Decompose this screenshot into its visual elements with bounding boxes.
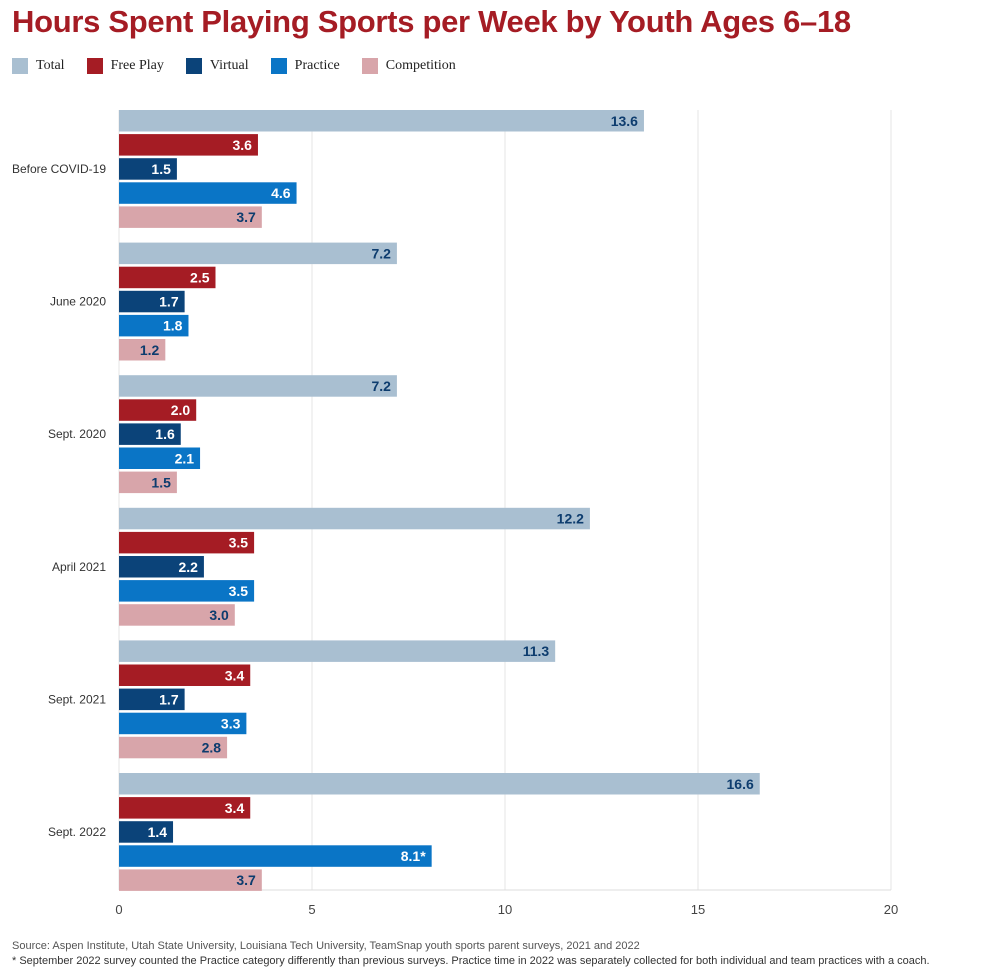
data-label: 1.5 [151, 474, 171, 490]
data-label: 1.4 [148, 824, 168, 840]
category-label: June 2020 [50, 295, 106, 309]
source-note: Source: Aspen Institute, Utah State Univ… [12, 940, 640, 952]
legend-item-free-play: Free Play [86, 58, 164, 74]
data-label: 1.5 [151, 161, 171, 177]
data-label: 3.7 [236, 209, 256, 225]
category-label: Before COVID-19 [12, 162, 106, 176]
data-label: 1.7 [159, 691, 179, 707]
bar-virtual [119, 158, 177, 180]
data-label: 3.5 [229, 535, 249, 551]
bar-virtual [119, 821, 174, 843]
bar-total [119, 773, 760, 795]
chart-title: Hours Spent Playing Sports per Week by Y… [12, 4, 851, 39]
category-label: Sept. 2022 [48, 825, 106, 839]
data-label: 2.1 [175, 450, 195, 466]
data-label: 3.5 [229, 583, 249, 599]
x-tick-label: 5 [308, 902, 315, 917]
data-label: 2.5 [190, 269, 210, 285]
bar-competition [119, 206, 262, 228]
legend-swatch [361, 58, 378, 74]
category-label: April 2021 [52, 560, 106, 574]
bar-competition [119, 736, 228, 759]
data-label: 12.2 [557, 511, 584, 527]
bar-practice [119, 712, 247, 735]
data-label: 3.0 [209, 607, 229, 623]
data-label: 1.8 [163, 318, 183, 334]
category-label: Sept. 2020 [48, 427, 106, 441]
legend-label: Total [36, 58, 65, 73]
x-tick-label: 10 [498, 902, 512, 917]
bar-practice [119, 580, 255, 602]
category-label: Sept. 2021 [48, 692, 106, 706]
bar-virtual [119, 688, 185, 711]
bar-practice [119, 314, 189, 337]
legend-label: Practice [294, 58, 340, 73]
legend-item-practice: Practice [270, 58, 340, 74]
data-label: 11.3 [523, 643, 550, 659]
bar-practice [119, 182, 297, 204]
bar-competition [119, 869, 262, 891]
data-label: 2.8 [202, 740, 222, 756]
bar-competition [119, 339, 166, 361]
data-label: 4.6 [271, 185, 291, 201]
bar-free-play [119, 797, 251, 819]
data-label: 1.7 [159, 294, 179, 310]
data-label: 7.2 [371, 378, 391, 394]
bar-total [119, 640, 556, 662]
x-tick-label: 20 [884, 902, 898, 917]
bar-total [119, 110, 644, 132]
bar-practice [119, 447, 201, 469]
data-label: 3.6 [232, 137, 252, 153]
x-tick-label: 0 [115, 902, 122, 917]
legend-item-total: Total [12, 58, 65, 74]
bar-free-play [119, 664, 251, 686]
data-label: 1.2 [140, 342, 160, 358]
bar-free-play [119, 399, 197, 421]
data-label: 16.6 [727, 776, 754, 792]
bar-chart: 0 5 10 15 20 Before COVID-19 13.6 3.6 1.5 4.6 3.7 J… [12, 110, 898, 917]
data-label: 13.6 [611, 113, 638, 129]
bar-free-play [119, 134, 258, 156]
bar-virtual [119, 423, 181, 445]
bar-practice [119, 845, 432, 867]
bar-free-play [119, 531, 255, 554]
data-label: 8.1* [401, 848, 426, 864]
data-label: 2.2 [178, 559, 198, 575]
data-label: 3.4 [225, 800, 245, 816]
data-label: 3.4 [225, 667, 245, 683]
bar-free-play [119, 266, 216, 289]
bar-virtual [119, 290, 185, 313]
footnote-asterisk: * September 2022 survey counted the Prac… [12, 955, 930, 967]
legend-item-competition: Competition [361, 58, 456, 74]
data-label: 1.6 [155, 426, 175, 442]
bar-total [119, 242, 397, 265]
legend-swatch [185, 58, 202, 74]
legend-label: Virtual [209, 58, 249, 73]
x-tick-label: 15 [691, 902, 705, 917]
legend-swatch [270, 58, 287, 74]
legend-label: Competition [385, 58, 456, 73]
bar-total [119, 375, 397, 397]
bar-total [119, 507, 590, 530]
bar-competition [119, 471, 177, 494]
data-label: 2.0 [171, 402, 191, 418]
legend: Total Free Play Virtual Practice Competition [12, 58, 478, 74]
legend-item-virtual: Virtual [185, 58, 249, 74]
legend-label: Free Play [110, 58, 164, 73]
data-label: 3.7 [236, 872, 256, 888]
data-label: 7.2 [371, 245, 391, 261]
data-label: 3.3 [221, 715, 241, 731]
legend-swatch [86, 58, 103, 74]
bar-virtual [119, 556, 204, 578]
legend-swatch [12, 58, 28, 74]
bar-competition [119, 604, 235, 626]
